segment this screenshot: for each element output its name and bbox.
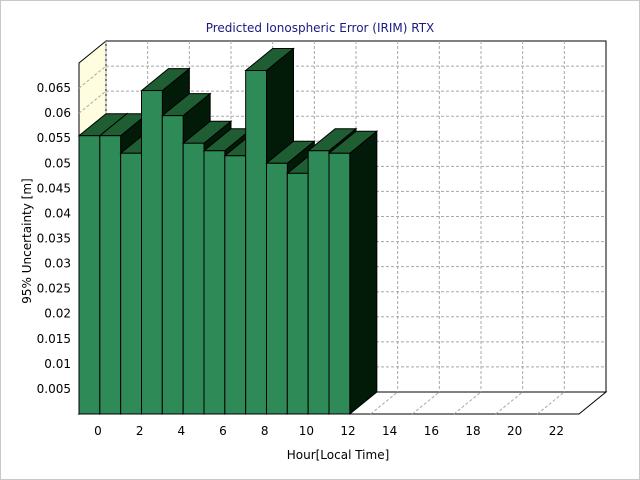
floor-gridline [412,391,440,415]
y-tick-label: 0.055 [37,131,71,145]
bar-front [99,135,122,415]
bar-front [78,135,101,415]
x-tick-label: 18 [465,424,480,438]
y-tick-label: 0.02 [44,307,71,321]
x-tick-label: 10 [299,424,314,438]
wall-gridline [78,90,107,114]
floor-gridline [370,391,398,415]
wall-gridline [78,65,107,89]
x-tick-label: 20 [507,424,522,438]
y-axis-ticks: 0.005 0.01 0.015 0.02 0.025 0.03 0.035 0.04 0.04… [37,81,71,396]
bar-front [307,150,330,415]
y-axis-label: 95% Uncertainty [m] [20,178,34,303]
bar-front [328,152,351,415]
y-tick-label: 0.06 [44,106,71,120]
y-tick-label: 0.05 [44,156,71,170]
bar-front [266,162,288,415]
y-tick-label: 0.035 [37,232,71,246]
bar-front [224,155,247,415]
bar-front [182,142,205,415]
floor-gridline [537,391,565,415]
y-tick-label: 0.005 [37,382,71,396]
bar-front [120,152,142,415]
y-tick-label: 0.065 [37,81,71,95]
y-tick-label: 0.01 [44,357,71,371]
x-axis-ticks: 0 2 4 6 8 10 12 14 16 18 20 22 [94,424,564,438]
y-tick-label: 0.045 [37,181,71,195]
bar-series [77,47,379,416]
x-tick-label: 6 [219,424,227,438]
x-tick-label: 2 [136,424,144,438]
x-axis-label: Hour[Local Time] [287,448,390,462]
bar-front [203,150,226,415]
floor-gridline [495,391,523,415]
chart-title: Predicted Ionospheric Error (IRIM) RTX [205,21,435,35]
bar-front [245,70,268,415]
bar-front [286,172,309,415]
x-tick-label: 0 [94,424,102,438]
bar-side [349,130,378,416]
y-tick-label: 0.025 [37,282,71,296]
x-tick-label: 14 [382,424,397,438]
bar [327,130,379,416]
x-tick-label: 22 [549,424,564,438]
y-tick-label: 0.04 [44,206,71,220]
bar-front [141,90,163,415]
bar-front [161,115,184,415]
x-tick-label: 12 [340,424,355,438]
x-tick-label: 16 [424,424,439,438]
y-tick-label: 0.03 [44,257,71,271]
y-tick-label: 0.015 [37,332,71,346]
x-tick-label: 8 [261,424,269,438]
x-tick-label: 4 [178,424,186,438]
floor-gridline [453,391,482,415]
